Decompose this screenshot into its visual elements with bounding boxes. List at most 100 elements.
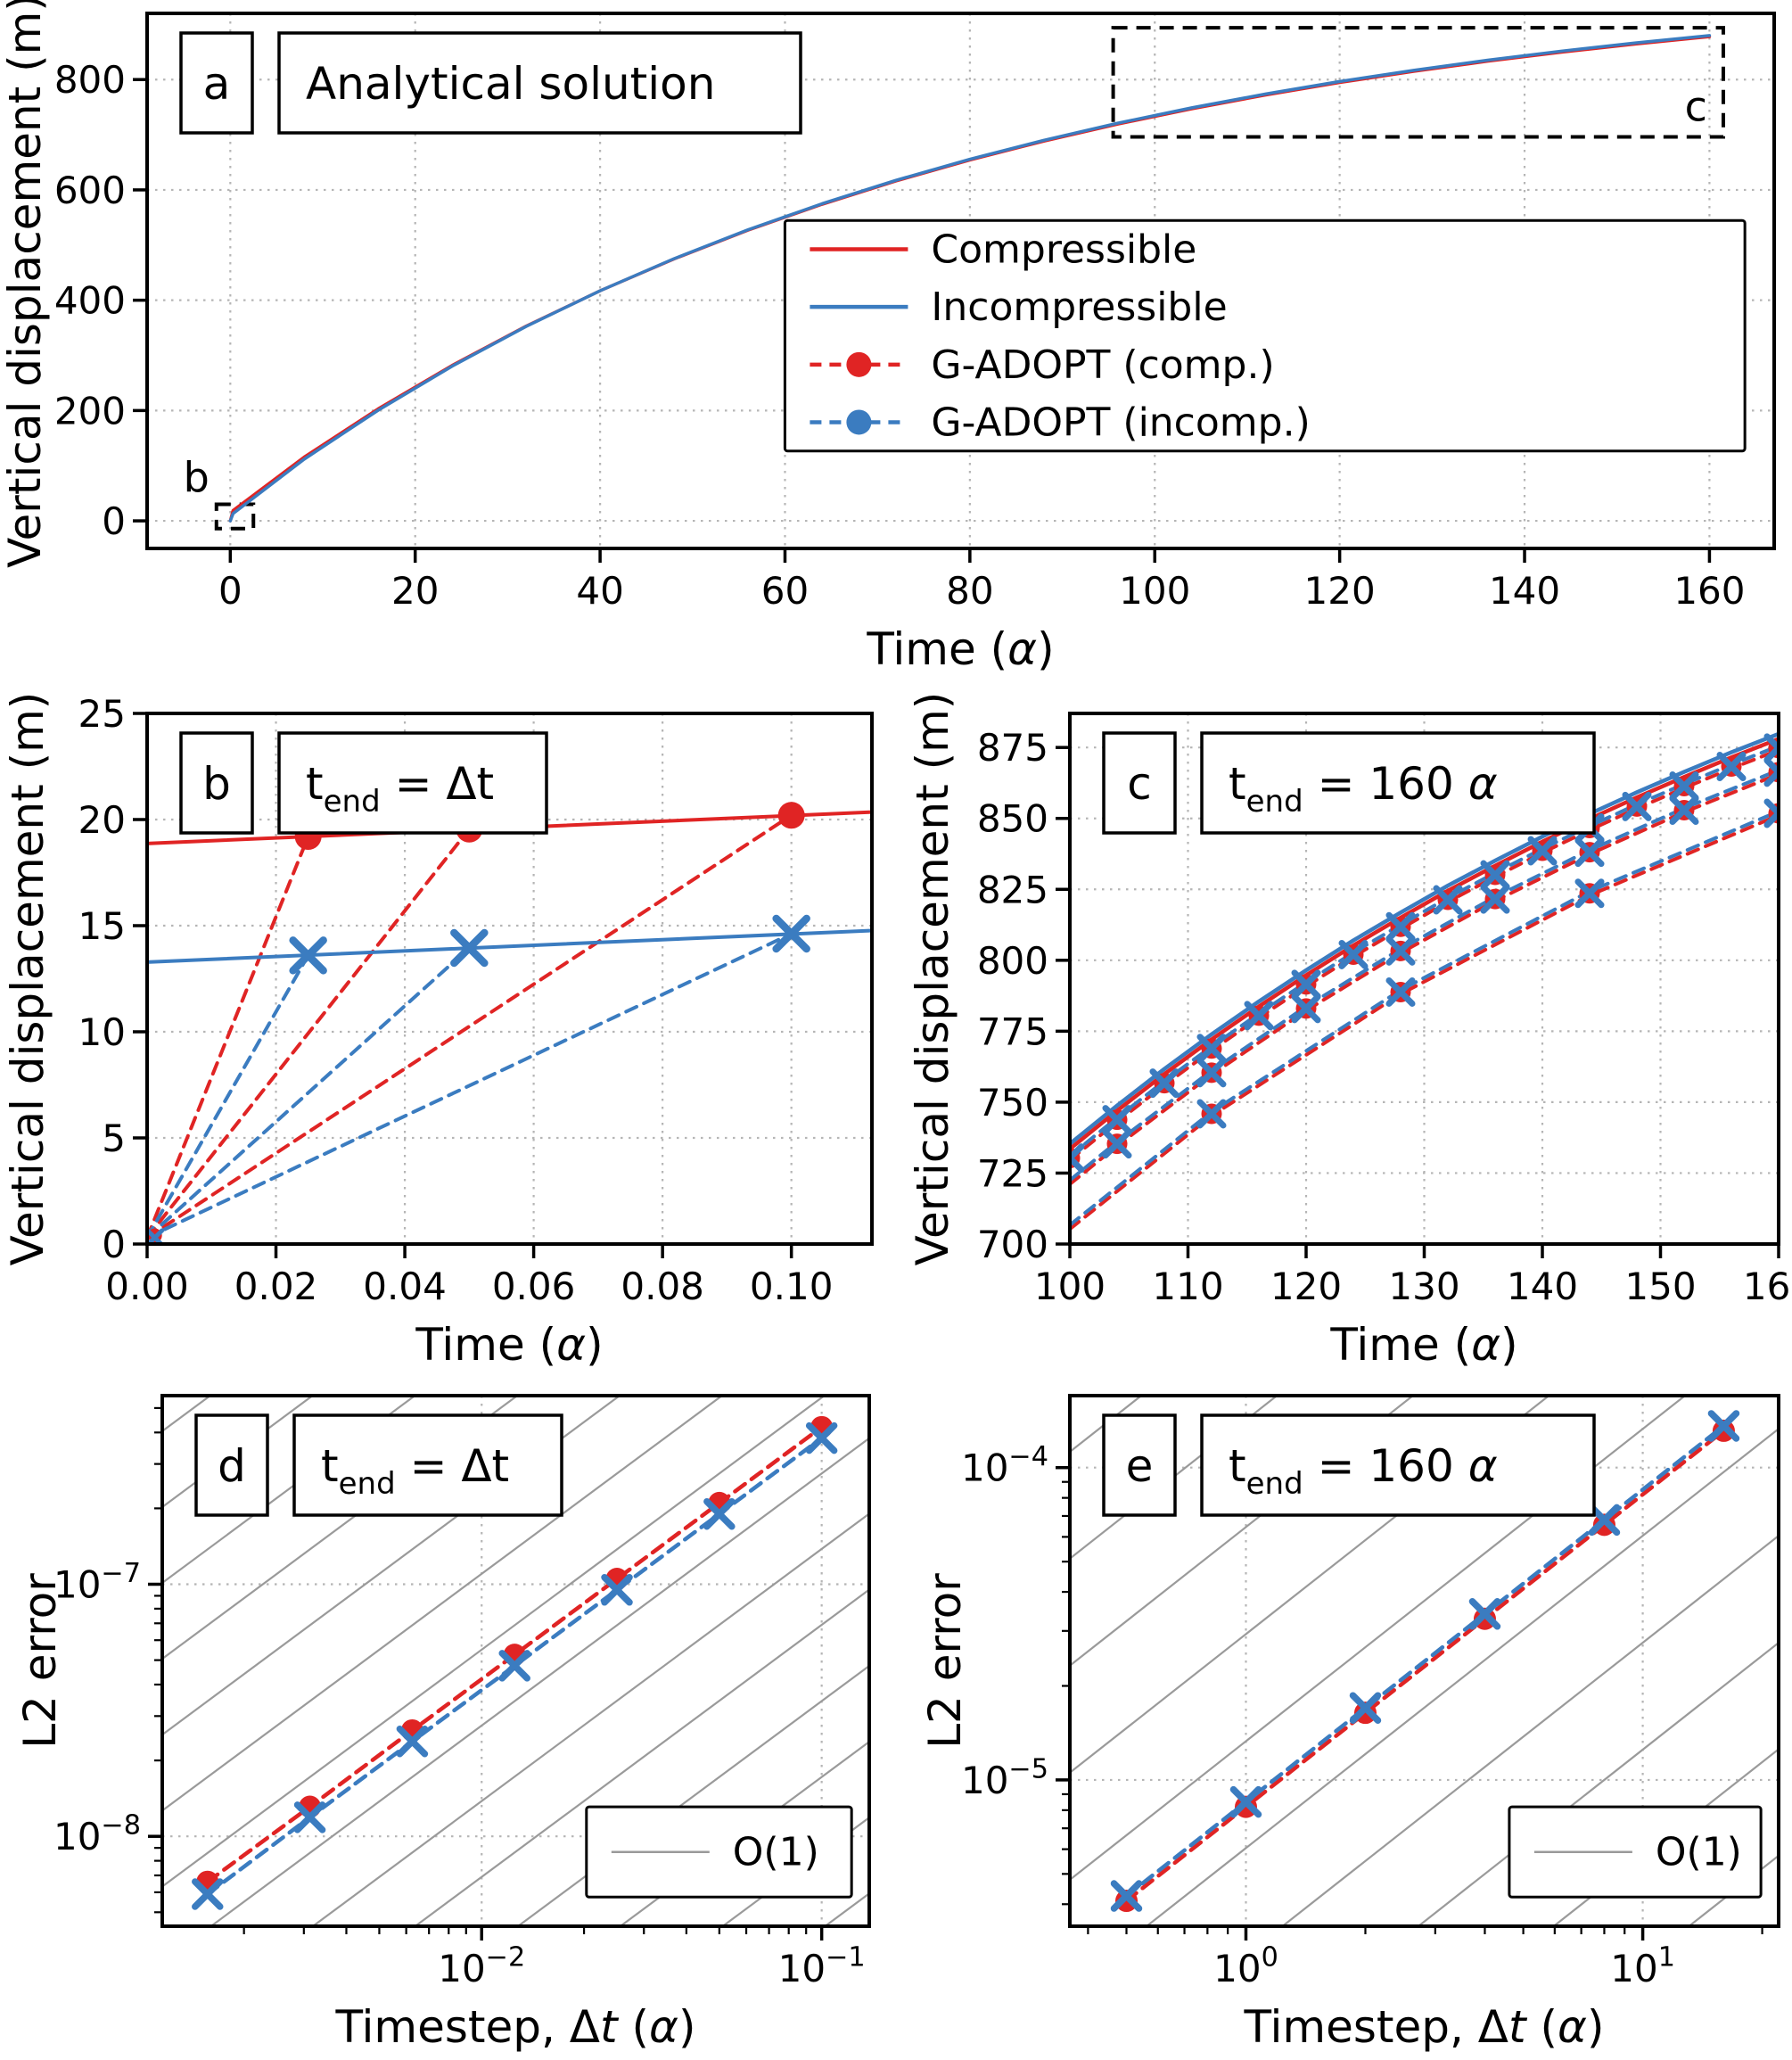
panel-a-legend: Compressible Incompressible G-ADOPT (comp.… (783, 218, 1747, 453)
svg-text:e: e (1126, 1440, 1154, 1492)
panel-a-analytical-solution-chart: 0 20 40 60 80 100 120 140 160 0 200 400 600 800 Time (… (0, 0, 1776, 675)
panel-c-series-gadopt-dt4-comp-line (1070, 748, 1779, 1162)
panel-c-series-gadopt-dt4-incomp-line (1070, 744, 1779, 1158)
svg-text:b: b (202, 758, 231, 810)
panel-d-y-axis-label: L2 error (14, 1573, 66, 1749)
panel-c-series-gadopt-dt16-incomp-line (1070, 809, 1779, 1227)
panel-b-series-ray-comp-dt01 (147, 813, 793, 1240)
svg-text:725: 725 (977, 1151, 1048, 1195)
svg-text:O(1): O(1) (733, 1830, 819, 1875)
svg-text:150: 150 (1624, 1265, 1696, 1308)
svg-text:0.00: 0.00 (105, 1265, 189, 1308)
svg-text:160: 160 (1673, 569, 1745, 613)
panel-a-title: Analytical solution (306, 58, 715, 110)
svg-text:60: 60 (761, 569, 809, 613)
svg-text:140: 140 (1489, 569, 1560, 613)
svg-text:10−2: 10−2 (438, 1941, 525, 1990)
panel-b-tend-dt-chart: 0.00 0.02 0.04 0.06 0.08 0.10 0 5 10 15 20 25 Time (… (2, 692, 874, 1371)
panel-d-x-axis-label: Timestep, Δt (α) (334, 2001, 695, 2053)
svg-text:850: 850 (977, 797, 1048, 841)
svg-text:0.06: 0.06 (492, 1265, 576, 1308)
panel-b-label: b tend = Δt (179, 731, 548, 835)
panel-c-x-axis-label: Time (α) (1329, 1319, 1517, 1371)
panel-a-x-axis-label: Time (α) (866, 623, 1054, 675)
panel-d-ticks: 10−2 10−1 10−8 10−7 (53, 1406, 866, 1990)
svg-text:120: 120 (1270, 1265, 1342, 1308)
panel-c-label: c tend = 160 α (1102, 731, 1596, 835)
panel-c-series-gadopt-dt16-comp-line (1070, 813, 1779, 1232)
svg-text:d: d (218, 1440, 246, 1492)
panel-a-series-incompressible-analytical (228, 34, 1712, 523)
svg-text:20: 20 (391, 569, 439, 613)
panel-e-ticks: 100 101 10−5 10−4 (961, 1441, 1763, 1990)
svg-text:0.10: 0.10 (750, 1265, 834, 1308)
svg-text:Incompressible: Incompressible (931, 284, 1227, 330)
svg-text:20: 20 (78, 798, 126, 842)
svg-text:200: 200 (54, 389, 126, 433)
svg-text:80: 80 (946, 569, 993, 613)
svg-text:0: 0 (218, 569, 242, 613)
panel-b-x-axis-label: Time (α) (415, 1319, 603, 1371)
panel-e-title: tend = 160 α (1229, 1440, 1498, 1502)
svg-text:15: 15 (78, 904, 126, 948)
svg-text:G-ADOPT (incomp.): G-ADOPT (incomp.) (931, 400, 1310, 445)
svg-text:700: 700 (977, 1223, 1048, 1266)
panel-b-title: tend = Δt (306, 758, 494, 820)
svg-text:0: 0 (102, 499, 126, 543)
svg-text:100: 100 (1213, 1941, 1278, 1990)
zoom-region-label-b: b (184, 454, 210, 502)
svg-text:100: 100 (1119, 569, 1190, 613)
panel-e-legend: O(1) (1508, 1805, 1763, 1899)
svg-text:101: 101 (1610, 1941, 1675, 1990)
svg-text:10: 10 (78, 1010, 126, 1054)
svg-text:400: 400 (54, 279, 126, 323)
svg-text:800: 800 (54, 58, 126, 102)
panel-c-ticks: 100 110 120 130 140 150 160 700 725 750 775 800 825 8… (977, 726, 1792, 1308)
panel-c-series-compressible-analytical (1070, 737, 1779, 1151)
svg-text:Compressible: Compressible (931, 227, 1196, 273)
panel-e-series-l2-error-comp-line (1124, 1429, 1726, 1903)
panel-c-y-axis-label: Vertical displacement (m) (907, 692, 958, 1266)
svg-text:775: 775 (977, 1009, 1048, 1053)
zoom-region-label-c: c (1685, 83, 1707, 131)
svg-text:600: 600 (54, 169, 126, 212)
panel-c-series-gadopt-markers-incomp (1070, 733, 1779, 1174)
panel-e-axes-frame (1068, 1394, 1780, 1928)
svg-text:10−5: 10−5 (961, 1753, 1048, 1802)
panel-b-series-ray-comp-dt005 (147, 827, 472, 1240)
panel-a-ticks: 0 20 40 60 80 100 120 140 160 0 200 400 600 800 (54, 58, 1746, 613)
svg-text:800: 800 (977, 939, 1048, 983)
svg-text:0: 0 (102, 1223, 126, 1266)
panel-d-series-l2-error-incomp-markers (192, 1421, 838, 1910)
panel-e-series-l2-error-comp-markers (1115, 1419, 1735, 1913)
svg-text:10−8: 10−8 (53, 1810, 141, 1859)
panel-b-series-ray-incomp-dt0025 (147, 953, 310, 1240)
panel-d-title: tend = Δt (321, 1440, 509, 1502)
svg-text:10−4: 10−4 (961, 1441, 1048, 1490)
panel-b-series-gadopt-incomp-markers (289, 914, 810, 975)
svg-text:40: 40 (576, 569, 623, 613)
zoom-region-box-c (1111, 26, 1725, 139)
svg-text:825: 825 (977, 868, 1048, 911)
svg-text:110: 110 (1152, 1265, 1223, 1308)
panel-e-y-axis-label: L2 error (919, 1573, 971, 1749)
panel-e-series-l2-error-incomp-line (1124, 1423, 1726, 1899)
svg-text:5: 5 (102, 1117, 126, 1160)
svg-text:0.04: 0.04 (363, 1265, 447, 1308)
panel-b-y-axis-label: Vertical displacement (m) (2, 692, 53, 1266)
panel-a-label: a Analytical solution (179, 31, 802, 135)
svg-text:c: c (1127, 758, 1152, 810)
panel-e-label: e tend = 160 α (1102, 1413, 1596, 1517)
svg-text:140: 140 (1507, 1265, 1578, 1308)
svg-text:0.08: 0.08 (621, 1265, 704, 1308)
svg-text:10−1: 10−1 (778, 1941, 866, 1990)
svg-text:25: 25 (78, 692, 126, 736)
panel-b-ticks: 0.00 0.02 0.04 0.06 0.08 0.10 0 5 10 15 20 25 (78, 692, 834, 1308)
svg-text:a: a (203, 58, 231, 110)
panel-d-label: d tend = Δt (194, 1413, 563, 1517)
svg-text:130: 130 (1388, 1265, 1459, 1308)
svg-text:750: 750 (977, 1081, 1048, 1125)
panel-c-series-incompressible-analytical (1070, 731, 1779, 1146)
panel-b-axes-frame (145, 712, 874, 1246)
panel-c-tend-160a-chart: 100 110 120 130 140 150 160 700 725 750 775 800 825 8… (907, 692, 1792, 1371)
